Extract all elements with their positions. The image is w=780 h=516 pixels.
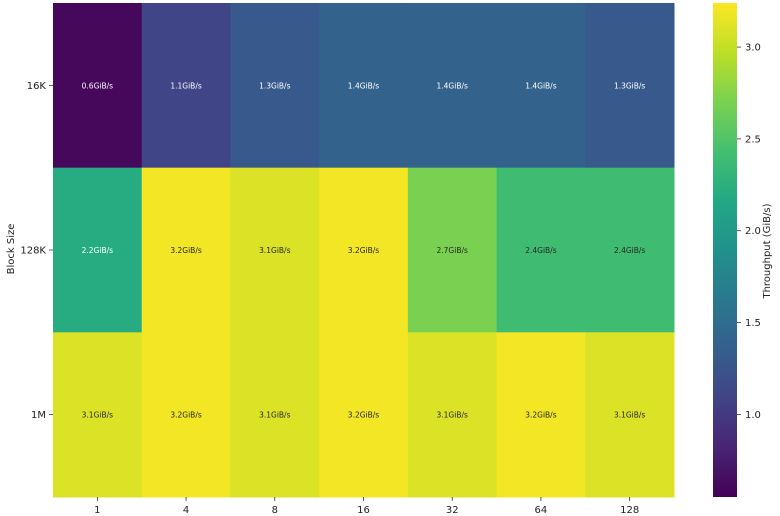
x-axis: 1 4 8 16 32 64 128	[94, 497, 639, 516]
colorbar-label: Throughput (GiB/s)	[762, 203, 773, 299]
heatmap-cell	[585, 332, 675, 498]
y-axis-label: Block Size	[6, 224, 17, 275]
heatmap-cell	[53, 332, 143, 498]
heatmap-cell	[496, 167, 586, 333]
heatmap-cell	[141, 3, 231, 169]
colorbar-tick-label: 1.0	[745, 410, 761, 421]
heatmap-cell	[53, 3, 143, 169]
x-tick-label: 16	[357, 505, 370, 516]
heatmap-cells	[53, 3, 675, 498]
cell-value-label: 2.7GiB/s	[437, 246, 468, 255]
heatmap-cell	[585, 167, 675, 333]
colorbar: 1.0 1.5 2.0 2.5 3.0	[713, 3, 761, 497]
heatmap-cell	[141, 167, 231, 333]
heatmap-cell	[407, 332, 498, 498]
heatmap-cell	[496, 332, 586, 498]
heatmap-cell	[230, 3, 320, 169]
cell-value-label: 3.1GiB/s	[437, 411, 468, 420]
cell-value-label: 1.3GiB/s	[614, 81, 645, 90]
x-tick-label: 8	[272, 505, 278, 516]
colorbar-tick-label: 2.0	[745, 226, 761, 237]
y-axis: 16K 128K 1M	[20, 81, 53, 421]
heatmap-cell	[319, 332, 409, 498]
x-tick-label: 4	[183, 505, 189, 516]
heatmap-cell	[53, 167, 143, 333]
y-tick-label: 1M	[31, 410, 46, 421]
cell-value-label: 3.2GiB/s	[348, 246, 379, 255]
colorbar-tick-label: 2.5	[745, 134, 761, 145]
heatmap-cell	[407, 167, 498, 333]
colorbar-tick-label: 1.5	[745, 318, 761, 329]
cell-value-label: 3.2GiB/s	[348, 411, 379, 420]
heatmap-cell	[230, 332, 320, 498]
heatmap-cell	[496, 3, 586, 169]
cell-value-label: 1.1GiB/s	[170, 81, 201, 90]
colorbar-ticks: 1.0 1.5 2.0 2.5 3.0	[737, 43, 761, 421]
x-tick-label: 128	[620, 505, 639, 516]
colorbar-tick-label: 3.0	[745, 43, 761, 54]
cell-value-label: 1.4GiB/s	[348, 81, 379, 90]
cell-value-label: 1.3GiB/s	[259, 81, 290, 90]
heatmap-cell	[585, 3, 675, 169]
heatmap-cell	[319, 167, 409, 333]
heatmap-cell	[407, 3, 498, 169]
cell-value-label: 3.2GiB/s	[170, 246, 201, 255]
cell-value-label: 3.1GiB/s	[614, 411, 645, 420]
x-tick-label: 1	[94, 505, 100, 516]
cell-value-label: 3.1GiB/s	[259, 411, 290, 420]
x-tick-label: 32	[446, 505, 459, 516]
cell-value-label: 3.2GiB/s	[525, 411, 556, 420]
cell-value-label: 3.1GiB/s	[259, 246, 290, 255]
y-tick-label: 16K	[27, 81, 47, 92]
cell-value-label: 0.6GiB/s	[82, 81, 113, 90]
cell-value-label: 1.4GiB/s	[437, 81, 468, 90]
heatmap-cell	[230, 167, 320, 333]
y-tick-label: 128K	[20, 246, 46, 257]
cell-value-label: 3.2GiB/s	[170, 411, 201, 420]
cell-value-label: 1.4GiB/s	[525, 81, 556, 90]
heatmap-cell-labels: 0.6GiB/s 1.1GiB/s 1.3GiB/s 1.4GiB/s 1.4GiB/s…	[82, 81, 646, 419]
cell-value-label: 2.4GiB/s	[525, 246, 556, 255]
heatmap-cell	[141, 332, 231, 498]
x-tick-label: 64	[535, 505, 548, 516]
cell-value-label: 2.2GiB/s	[82, 246, 113, 255]
colorbar-gradient	[713, 3, 737, 497]
heatmap-cell	[319, 3, 409, 169]
cell-value-label: 3.1GiB/s	[82, 411, 113, 420]
cell-value-label: 2.4GiB/s	[614, 246, 645, 255]
